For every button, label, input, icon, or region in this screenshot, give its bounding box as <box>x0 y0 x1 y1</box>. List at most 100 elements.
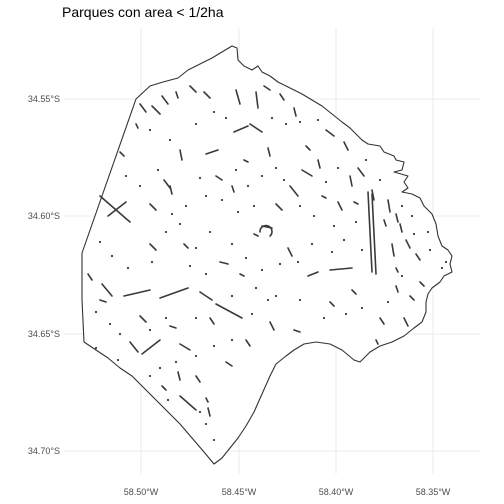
park-feature <box>255 91 259 109</box>
park-feature <box>219 261 229 265</box>
park-feature <box>184 204 188 208</box>
park-feature <box>159 287 189 299</box>
park-feature <box>252 204 256 208</box>
park-feature <box>353 201 359 205</box>
park-feature <box>312 214 316 218</box>
park-feature <box>99 195 131 223</box>
park-feature <box>205 149 219 155</box>
park-feature <box>298 120 302 124</box>
park-feature <box>189 85 197 93</box>
park-feature <box>87 273 93 281</box>
park-feature <box>395 267 399 273</box>
park-feature <box>275 203 283 211</box>
park-feature <box>301 169 313 177</box>
park-feature <box>188 264 192 268</box>
park-feature <box>124 174 128 178</box>
park-feature <box>284 122 288 126</box>
small-parks-layer <box>87 85 448 442</box>
park-feature <box>344 312 348 316</box>
park-feature <box>354 220 358 224</box>
park-feature <box>428 248 432 252</box>
y-tick-label: 34.60°S <box>28 211 60 221</box>
city-boundary <box>81 45 453 465</box>
park-feature <box>179 149 183 161</box>
park-feature <box>94 310 98 314</box>
park-feature <box>412 232 416 236</box>
park-feature <box>266 298 270 302</box>
park-feature <box>170 212 174 216</box>
park-feature <box>395 213 399 223</box>
park-feature <box>99 299 107 303</box>
park-feature <box>208 230 212 234</box>
park-feature <box>246 184 250 188</box>
park-feature <box>138 184 142 188</box>
park-feature <box>161 385 167 391</box>
park-feature <box>199 291 213 301</box>
park-feature <box>336 166 340 170</box>
park-feature <box>332 224 336 228</box>
park-feature <box>94 346 98 350</box>
park-feature <box>243 159 249 163</box>
park-feature <box>194 316 198 320</box>
park-feature <box>287 247 293 257</box>
park-feature <box>169 325 177 329</box>
park-feature <box>135 123 139 129</box>
park-feature <box>118 332 122 336</box>
park-feature <box>409 295 415 301</box>
x-tick-label: 58.35°W <box>416 487 451 497</box>
park-feature <box>175 91 179 99</box>
park-feature <box>230 242 234 246</box>
park-feature <box>270 116 274 120</box>
park-feature <box>198 410 202 414</box>
park-feature <box>239 273 245 277</box>
park-feature <box>269 321 275 331</box>
park-feature <box>329 267 353 271</box>
park-feature <box>129 341 139 353</box>
park-feature <box>316 118 320 122</box>
park-feature <box>234 168 238 172</box>
park-feature <box>203 91 211 99</box>
park-feature <box>278 262 282 266</box>
park-feature <box>233 125 249 133</box>
park-feature <box>254 286 258 290</box>
park-feature <box>164 230 168 234</box>
park-feature <box>325 129 335 137</box>
x-tick-label: 58.50°W <box>124 487 159 497</box>
park-feature <box>317 159 321 169</box>
park-feature <box>119 151 125 157</box>
park-feature <box>141 339 161 355</box>
park-feature <box>383 219 387 227</box>
park-feature <box>322 316 326 320</box>
park-feature <box>150 260 154 264</box>
park-feature <box>330 250 334 254</box>
park-feature <box>367 191 373 273</box>
park-feature <box>253 233 259 237</box>
park-feature <box>107 201 127 217</box>
park-feature <box>220 198 224 202</box>
park-feature <box>364 158 368 162</box>
park-feature <box>410 214 414 218</box>
park-feature <box>158 366 162 370</box>
park-feature <box>386 300 390 304</box>
park-feature <box>321 195 327 199</box>
park-feature <box>245 339 251 347</box>
park-feature <box>360 306 364 310</box>
park-feature <box>298 298 302 302</box>
park-feature <box>324 180 328 184</box>
park-feature <box>116 358 120 362</box>
park-feature <box>195 375 201 383</box>
park-feature <box>357 167 365 177</box>
park-feature <box>194 246 198 250</box>
park-feature <box>395 285 399 293</box>
park-feature <box>298 204 302 208</box>
park-feature <box>415 253 421 261</box>
park-feature <box>403 317 409 327</box>
park-feature <box>204 422 208 426</box>
park-feature <box>351 289 357 295</box>
park-feature <box>310 242 314 246</box>
park-feature <box>126 266 130 270</box>
park-feature <box>400 274 404 278</box>
park-feature <box>224 116 228 120</box>
park-feature <box>149 203 157 211</box>
